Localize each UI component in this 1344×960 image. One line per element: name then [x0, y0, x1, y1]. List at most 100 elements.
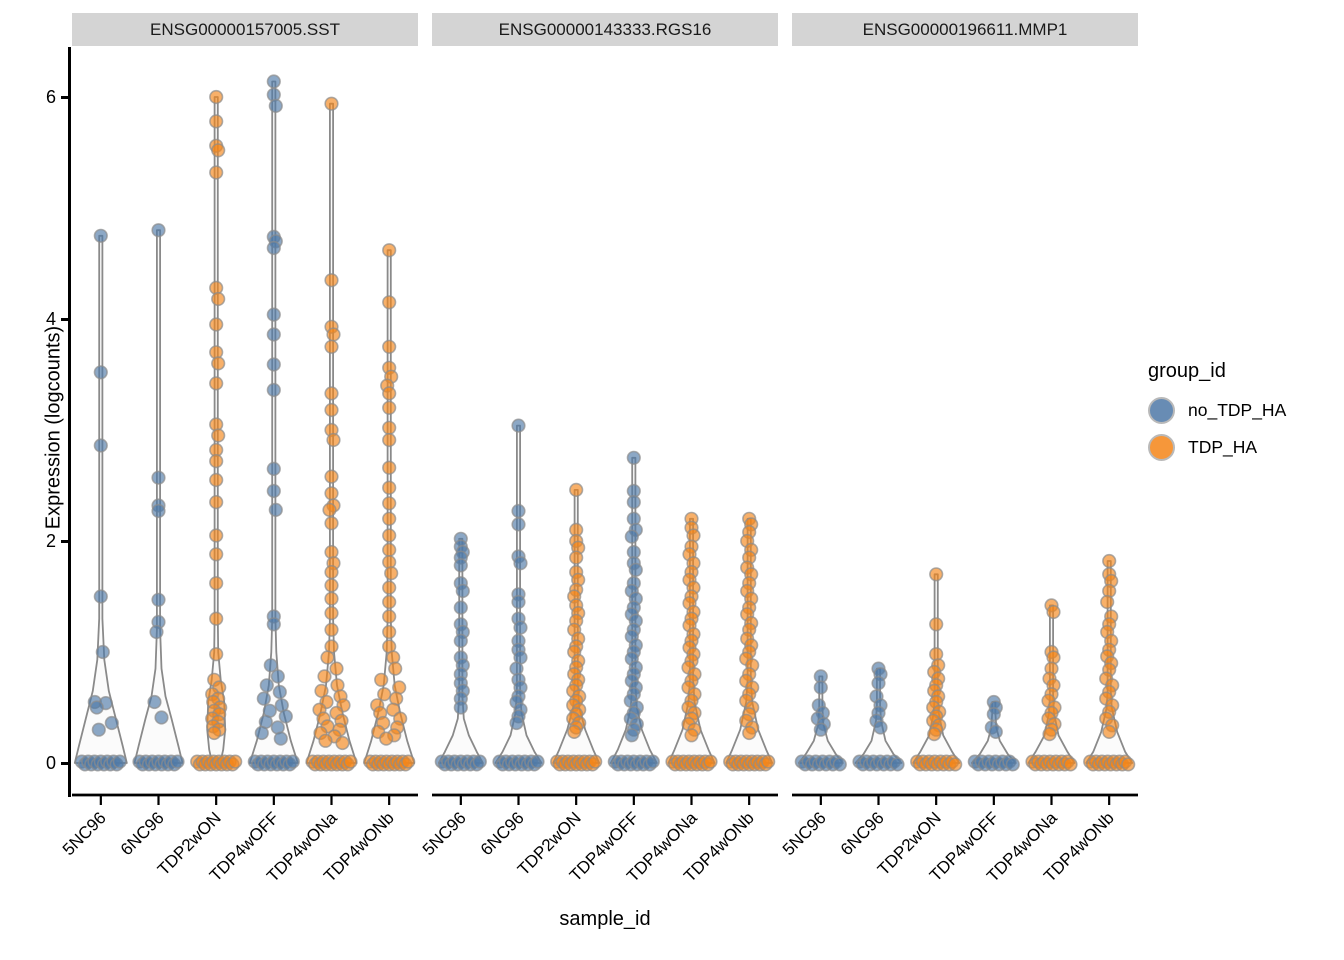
data-point: [266, 74, 281, 89]
data-point: [259, 678, 274, 693]
violin-shape: [133, 229, 184, 764]
data-point: [624, 529, 639, 544]
y-tick-label: 6: [45, 87, 56, 107]
data-point: [1063, 757, 1078, 772]
data-point: [684, 728, 699, 743]
data-point: [266, 327, 281, 342]
data-point: [324, 591, 339, 606]
data-point: [472, 754, 487, 769]
data-point: [382, 295, 397, 310]
data-point: [455, 583, 470, 599]
data-point: [209, 376, 224, 391]
data-point: [382, 580, 397, 595]
data-point: [209, 495, 224, 510]
data-point: [742, 725, 757, 741]
data-point: [382, 480, 397, 495]
data-point: [209, 472, 224, 488]
data-point: [211, 291, 226, 307]
data-point: [256, 691, 271, 706]
data-point: [382, 511, 397, 526]
data-point: [511, 517, 526, 532]
legend-label: TDP_HA: [1188, 437, 1258, 457]
data-point: [628, 562, 643, 578]
data-point: [209, 647, 224, 662]
data-point: [948, 757, 963, 772]
y-axis-line: [68, 47, 71, 797]
y-tick-label: 0: [45, 753, 56, 773]
legend-swatch-blue-icon: [1148, 397, 1175, 424]
data-point: [569, 550, 584, 565]
data-point: [813, 680, 828, 695]
data-point: [209, 528, 224, 543]
data-point: [401, 754, 416, 769]
data-point: [149, 624, 164, 640]
facet-strip: ENSG00000157005.SST: [72, 13, 418, 46]
data-point: [1102, 553, 1117, 569]
data-point: [317, 669, 332, 684]
data-point: [382, 386, 397, 401]
data-point: [324, 516, 339, 531]
data-point: [151, 592, 166, 607]
data-point: [382, 496, 397, 511]
data-point: [382, 243, 397, 258]
data-point: [761, 754, 776, 769]
facet-panel: [72, 74, 418, 805]
data-point: [624, 728, 639, 743]
data-point: [382, 339, 397, 354]
legend-label: no_TDP_HA: [1188, 400, 1287, 420]
data-point: [91, 722, 106, 737]
data-point: [703, 754, 718, 769]
data-point: [1046, 604, 1061, 620]
data-point: [871, 675, 886, 691]
data-point: [382, 594, 397, 610]
facet-panel: [432, 418, 778, 805]
data-point: [382, 528, 397, 543]
data-point: [382, 542, 397, 558]
legend-swatch-orange-icon: [1148, 434, 1175, 461]
legend: group_id no_TDP_HA TDP_HA: [1148, 360, 1286, 471]
data-point: [511, 503, 526, 519]
data-point: [929, 567, 944, 582]
data-point: [266, 307, 281, 322]
data-point: [626, 450, 641, 465]
data-point: [326, 432, 341, 448]
data-point: [929, 617, 944, 632]
violin-shape: [73, 234, 128, 764]
data-point: [207, 725, 222, 741]
data-point: [873, 720, 888, 735]
data-point: [588, 754, 603, 769]
data-point: [209, 114, 224, 129]
data-point: [270, 669, 285, 684]
data-point: [388, 661, 403, 676]
data-point: [326, 327, 341, 342]
data-point: [93, 438, 108, 453]
data-point: [324, 386, 339, 401]
y-tick: [61, 539, 69, 543]
data-point: [377, 687, 392, 702]
legend-item-tdp-ha: TDP_HA: [1148, 434, 1286, 461]
data-point: [1100, 594, 1115, 610]
data-point: [154, 710, 169, 725]
data-point: [329, 661, 344, 676]
data-point: [1005, 757, 1020, 772]
data-point: [382, 432, 397, 448]
data-point: [272, 684, 287, 700]
data-point: [209, 454, 224, 469]
facet-strip: ENSG00000196611.MMP1: [792, 13, 1138, 46]
data-point: [151, 503, 166, 519]
data-point: [89, 700, 104, 715]
data-point: [209, 165, 224, 180]
data-point: [324, 339, 339, 354]
data-point: [453, 700, 468, 715]
data-point: [382, 624, 397, 640]
data-point: [254, 725, 269, 741]
data-point: [567, 724, 582, 740]
data-point: [209, 89, 224, 105]
data-point: [285, 754, 300, 769]
data-point: [209, 547, 224, 562]
y-tick: [61, 95, 69, 99]
data-point: [324, 605, 339, 621]
y-tick-label: 2: [45, 531, 56, 551]
data-point: [211, 428, 226, 443]
data-point: [509, 715, 524, 731]
